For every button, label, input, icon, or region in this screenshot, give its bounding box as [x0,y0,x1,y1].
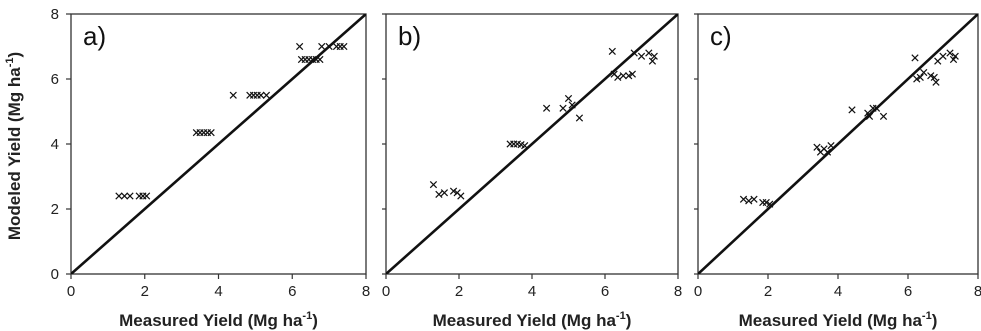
x-tick-label: 4 [834,283,842,300]
x-tick-label: 0 [382,283,390,300]
data-point [628,70,636,78]
data-point [879,112,888,120]
x-tick-label: 8 [974,283,981,300]
data-point [865,112,874,120]
y-axis-title: Modeled Yield (Mg ha-1) [4,52,24,240]
data-point [575,114,584,122]
x-tick-label: 6 [601,283,609,300]
data-point [750,195,758,203]
data-point [457,192,465,200]
data-point [126,192,134,200]
data-point [827,142,835,150]
data-point [115,192,123,200]
x-tick-label: 2 [764,283,772,300]
data-point [229,91,237,99]
data-point [614,73,622,81]
x-axis-title: Measured Yield (Mg ha-1) [119,310,318,330]
panel-2: 0 2 4 6 8 b) Measured Yield (Mg ha-1) [382,13,682,330]
data-point [625,72,633,80]
x-axis-title: Measured Yield (Mg ha-1) [739,310,938,330]
data-point [316,55,324,64]
data-point [939,52,947,60]
data-point [449,187,458,195]
data-point [920,68,928,77]
x-tick-label: 2 [455,283,463,300]
x-tick-label: 6 [288,283,296,300]
x-axis-title: Measured Yield (Mg ha-1) [433,310,632,330]
x-tick-label: 4 [528,283,536,300]
data-point [559,104,567,112]
data-point [946,49,954,57]
data-point [619,72,627,80]
data-point [340,42,348,51]
data-point [568,101,576,109]
data-point [745,197,753,205]
data-point [440,189,449,197]
data-point [521,142,529,150]
data-point [325,42,333,51]
data-point [296,42,304,51]
x-tick-label: 6 [904,283,912,300]
y-tick-label: 4 [51,136,59,153]
data-point [648,57,657,65]
data-point [120,192,129,200]
data-point [142,192,151,200]
panel-label: b) [398,21,421,51]
data-point [759,198,767,207]
data-point [913,75,921,83]
panel-3: 0 2 4 6 8 c) Measured Yield (Mg ha-1) [694,13,981,330]
panel-1: 0 2 4 6 8 0 2 4 6 8 a) Measured Yield (Mg ha-1) [51,6,371,330]
data-point [823,148,832,156]
data-point [435,190,443,198]
data-point [930,73,938,81]
panel-label: c) [710,21,732,51]
data-point [932,78,940,86]
x-tick-label: 0 [67,283,75,300]
data-point [262,91,271,99]
data-point [608,47,616,55]
panel-label: a) [83,21,106,51]
data-point [637,52,646,60]
data-point [645,49,653,57]
one-to-one-line [71,14,366,274]
data-point [257,91,265,99]
data-point [951,52,959,60]
x-tick-label: 2 [141,283,149,300]
y-tick-label: 6 [51,71,59,88]
data-point [766,200,774,208]
data-point [630,49,638,57]
data-point [911,54,919,62]
one-to-one-line [698,14,978,274]
data-point [542,104,551,112]
data-point [762,198,770,207]
data-point [872,104,881,112]
data-point [848,106,856,114]
one-to-one-line [386,14,678,274]
x-tick-label: 4 [214,283,222,300]
data-point [318,42,326,51]
data-point [207,129,215,137]
data-point [564,94,573,103]
x-tick-label: 8 [362,283,370,300]
data-point [927,72,935,80]
y-tick-label: 2 [51,201,59,218]
data-point [739,195,748,203]
data-point [650,52,658,60]
data-point [916,73,924,81]
x-tick-label: 0 [694,283,702,300]
data-point [813,143,821,151]
data-point [429,181,438,189]
y-tick-label: 8 [51,6,59,23]
y-tick-label: 0 [51,266,59,283]
x-tick-label: 8 [674,283,682,300]
